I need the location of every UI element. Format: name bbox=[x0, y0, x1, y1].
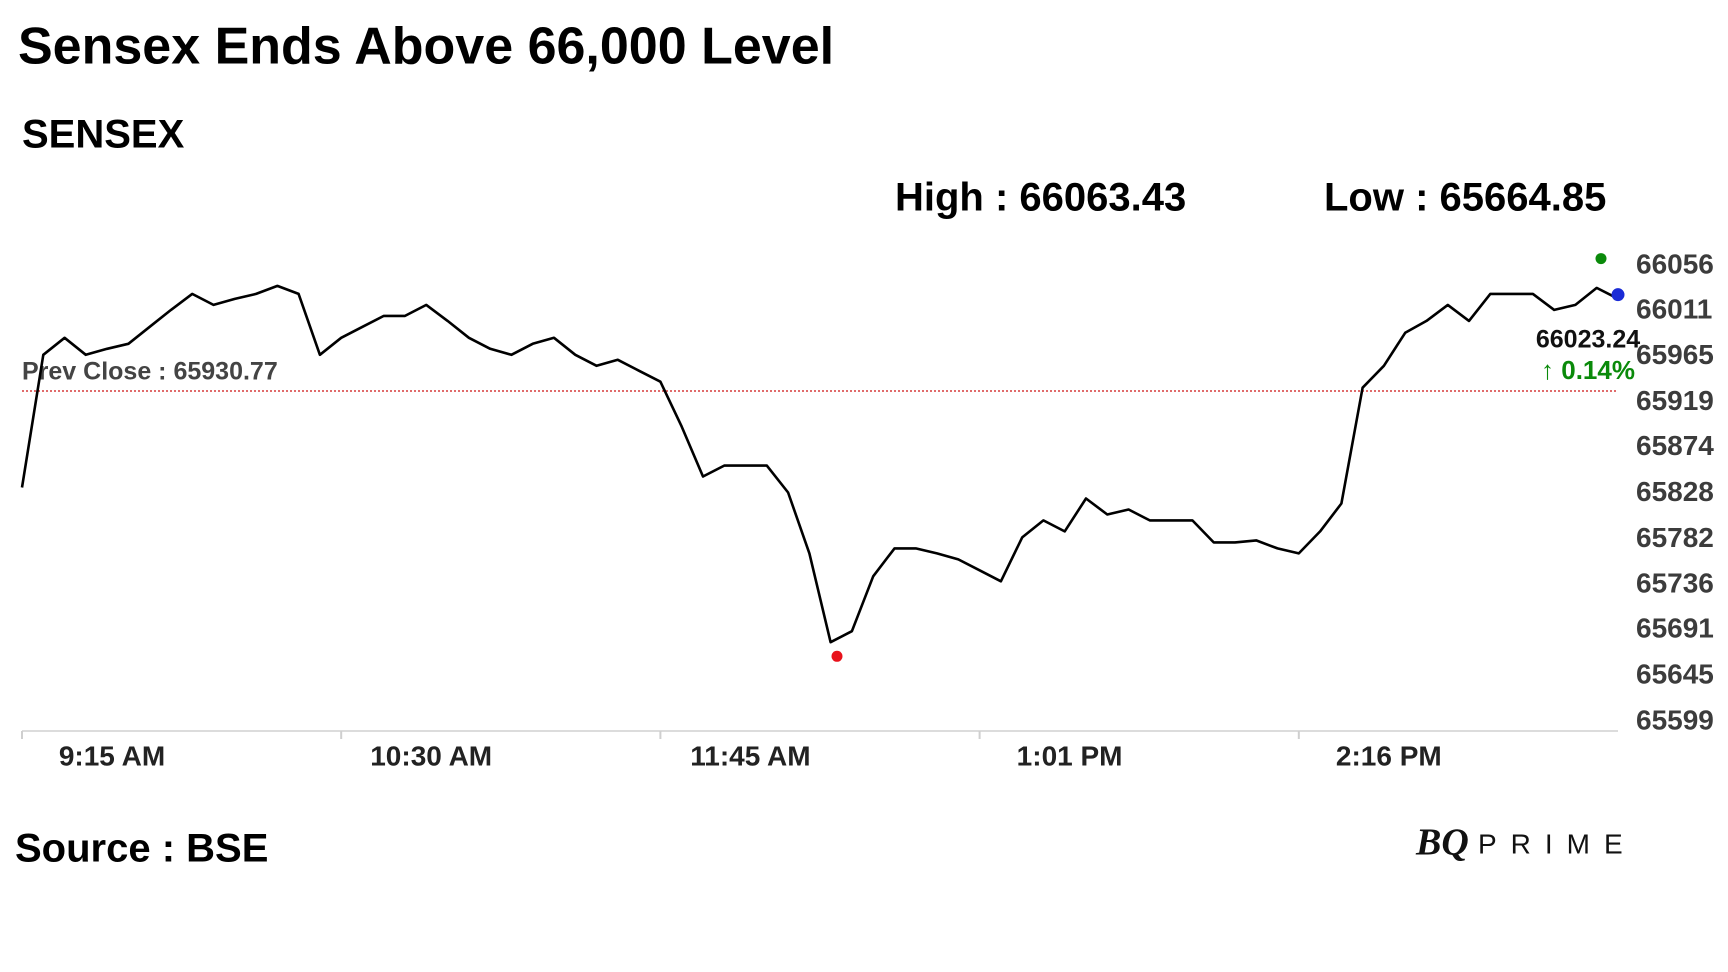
y-tick-label: 65599 bbox=[1636, 704, 1714, 735]
y-tick-label: 65965 bbox=[1636, 339, 1714, 370]
source: Source : BSE bbox=[15, 827, 268, 871]
price-line bbox=[20, 284, 1619, 644]
x-tick-label: 2:16 PM bbox=[1336, 740, 1442, 771]
y-tick-label: 65828 bbox=[1636, 476, 1714, 507]
high-marker bbox=[1595, 253, 1607, 265]
prev-close-label: Prev Close : 65930.77 bbox=[22, 358, 278, 386]
y-tick-label: 65691 bbox=[1636, 613, 1714, 644]
chart-subtitle: SENSEX bbox=[22, 113, 185, 157]
x-tick-label: 1:01 PM bbox=[1017, 740, 1123, 771]
x-tick-label: 9:15 AM bbox=[59, 740, 165, 771]
y-tick-label: 65919 bbox=[1636, 385, 1714, 416]
y-tick-label: 65645 bbox=[1636, 659, 1714, 690]
high-label: High : 66063.43 bbox=[895, 176, 1186, 220]
last-value-label: 66023.24 bbox=[1536, 326, 1640, 354]
chart-title: Sensex Ends Above 66,000 Level bbox=[18, 18, 834, 76]
x-tick-label: 11:45 AM bbox=[690, 740, 810, 771]
y-tick-label: 65874 bbox=[1636, 430, 1714, 461]
low-label: Low : 65664.85 bbox=[1324, 176, 1606, 220]
change-label: ↑ 0.14% bbox=[1541, 355, 1635, 385]
y-tick-label: 66056 bbox=[1636, 248, 1714, 279]
y-tick-label: 65736 bbox=[1636, 568, 1714, 599]
last-marker bbox=[1611, 288, 1625, 302]
y-tick-label: 66011 bbox=[1636, 293, 1712, 324]
brand-mark: BQ bbox=[1415, 822, 1469, 864]
y-tick-label: 65782 bbox=[1636, 522, 1714, 553]
x-tick-label: 10:30 AM bbox=[370, 740, 492, 771]
low-marker bbox=[831, 650, 843, 662]
brand-name: PRIME bbox=[1478, 828, 1637, 859]
